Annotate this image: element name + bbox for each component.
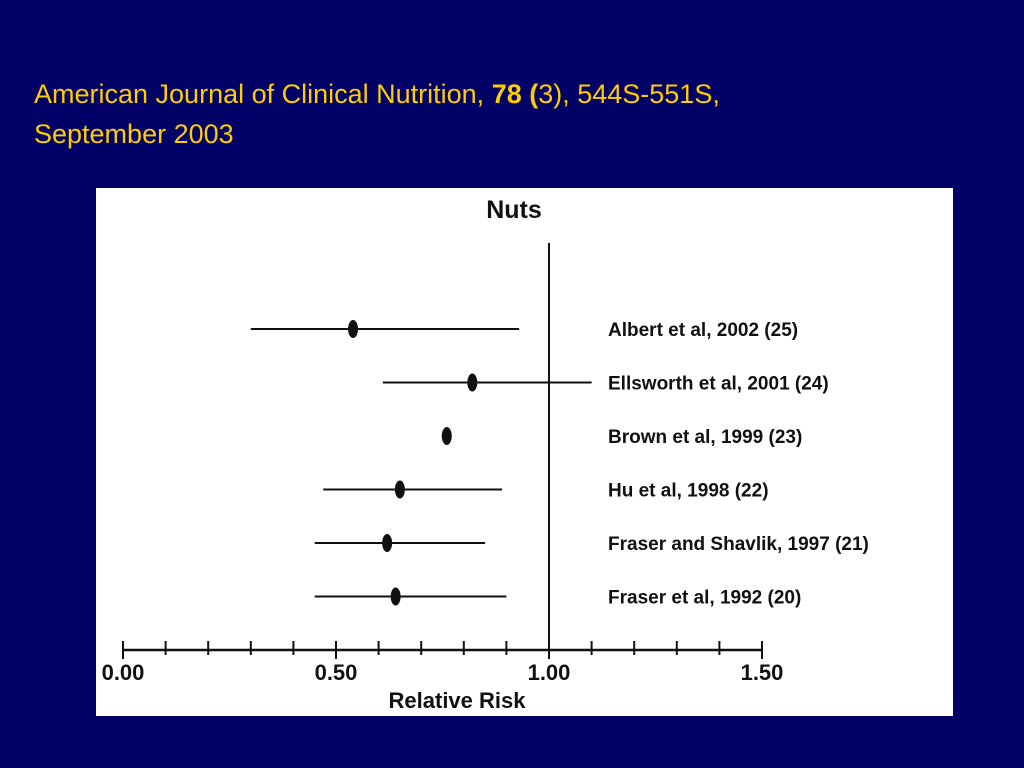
point-estimate [441, 427, 452, 445]
point-estimate [394, 480, 405, 499]
point-estimate [348, 320, 359, 338]
x-tick-label: 0.00 [102, 660, 145, 685]
forest-plot: Nuts Relative Risk 0.00 0.50 1.00 1.50 Alber… [102, 196, 869, 713]
title-journal: American Journal of Clinical Nutrition, [34, 79, 492, 109]
study-label: Fraser et al, 1992 (20) [608, 588, 801, 609]
x-tick-label: 1.00 [528, 660, 571, 685]
title-issue-pages: 3), 544S-551S, [538, 79, 720, 109]
point-estimate [382, 534, 393, 552]
forest-plot-panel: Nuts Relative Risk 0.00 0.50 1.00 1.50 Alber… [96, 188, 953, 716]
study-label: Ellsworth et al, 2001 (24) [608, 374, 829, 395]
study-label: Fraser and Shavlik, 1997 (21) [608, 534, 869, 555]
study-label: Hu et al, 1998 (22) [608, 481, 769, 502]
x-axis-label: Relative Risk [389, 688, 527, 713]
chart-title: Nuts [486, 196, 542, 224]
point-estimate [390, 587, 401, 606]
title-volume: 78 ( [491, 79, 539, 109]
title-date: September 2003 [34, 119, 234, 149]
slide-title: American Journal of Clinical Nutrition, … [34, 74, 994, 154]
study-label: Albert et al, 2002 (25) [608, 320, 798, 341]
point-estimate [467, 373, 478, 392]
x-tick-label: 1.50 [741, 660, 784, 685]
study-label: Brown et al, 1999 (23) [608, 427, 802, 448]
x-tick-label: 0.50 [315, 660, 358, 685]
